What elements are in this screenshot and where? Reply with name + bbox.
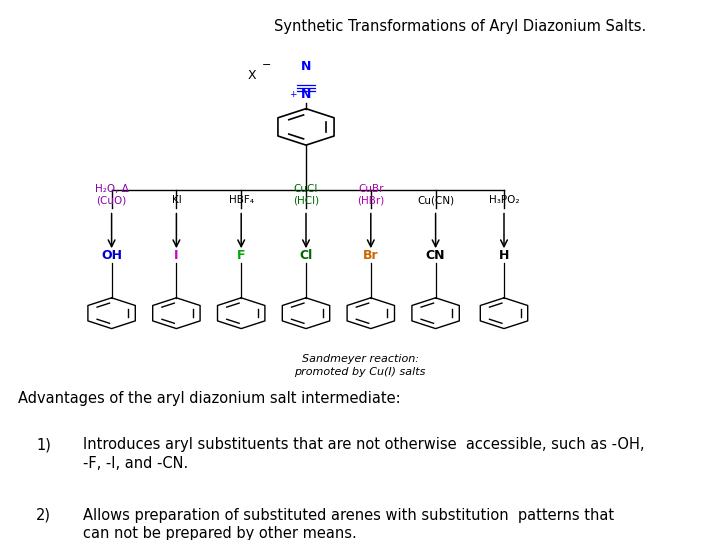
Text: CN: CN — [426, 249, 446, 262]
Text: Advantages of the aryl diazonium salt intermediate:: Advantages of the aryl diazonium salt in… — [18, 392, 400, 407]
Text: Synthetic Transformations of Aryl Diazonium Salts.: Synthetic Transformations of Aryl Diazon… — [274, 19, 646, 34]
Text: I: I — [174, 249, 179, 262]
Text: +: + — [289, 90, 297, 99]
Text: N: N — [301, 88, 311, 101]
Text: Cu(CN): Cu(CN) — [417, 195, 454, 205]
Text: H₂O, Δ
(CuO): H₂O, Δ (CuO) — [94, 184, 129, 205]
Text: Introduces aryl substituents that are not otherwise  accessible, such as -OH,
-F: Introduces aryl substituents that are no… — [83, 437, 644, 471]
Text: X: X — [248, 69, 256, 82]
Text: N: N — [301, 60, 311, 73]
Text: H₃PO₂: H₃PO₂ — [489, 195, 519, 205]
Text: −: − — [261, 60, 271, 70]
Text: F: F — [237, 249, 246, 262]
Text: Cl: Cl — [300, 249, 312, 262]
Text: 2): 2) — [36, 508, 51, 523]
Text: Allows preparation of substituted arenes with substitution  patterns that
can no: Allows preparation of substituted arenes… — [83, 508, 614, 540]
Text: 1): 1) — [36, 437, 51, 453]
Text: KI: KI — [171, 195, 181, 205]
Text: OH: OH — [101, 249, 122, 262]
Text: HBF₄: HBF₄ — [229, 195, 253, 205]
Text: CuBr
(HBr): CuBr (HBr) — [357, 184, 384, 205]
Text: Sandmeyer reaction:
promoted by Cu(I) salts: Sandmeyer reaction: promoted by Cu(I) sa… — [294, 354, 426, 377]
Text: H: H — [499, 249, 509, 262]
Text: Br: Br — [363, 249, 379, 262]
Text: CuCl
(HCl): CuCl (HCl) — [293, 184, 319, 205]
